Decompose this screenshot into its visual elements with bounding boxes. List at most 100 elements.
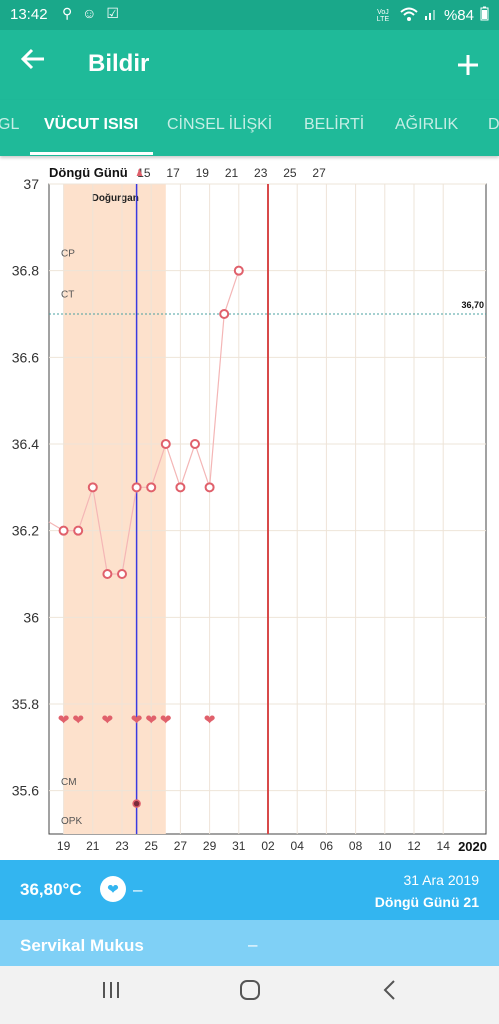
x-tick-label: 19 — [57, 839, 71, 853]
y-tick-label: 36.2 — [12, 523, 39, 539]
x-tick-label: 31 — [232, 839, 246, 853]
x-tick-label: 08 — [349, 839, 363, 853]
cervical-mucus-label: Servikal Mukus — [20, 936, 144, 955]
temperature-point — [87, 482, 98, 493]
x-tick-label: 23 — [115, 839, 129, 853]
x-tick-label: 12 — [407, 839, 421, 853]
cycle-day-tick: 21 — [225, 166, 239, 180]
temperature-line — [48, 270, 240, 575]
y-tick-label: 36 — [23, 609, 39, 625]
temperature-point — [190, 439, 200, 449]
cycle-day-tick: 19 — [196, 166, 210, 180]
row-label: CT — [61, 290, 74, 301]
add-icon[interactable] — [455, 42, 481, 86]
baby-icon: ☺ — [82, 5, 100, 21]
intercourse-heart-icon: ❤ — [131, 712, 143, 728]
back-nav-icon[interactable] — [380, 979, 400, 1008]
wifi-icon — [400, 7, 418, 25]
intercourse-heart-icon: ❤ — [160, 712, 172, 728]
cycle-day-marker-icon — [136, 168, 143, 176]
system-nav-bar — [0, 966, 499, 1024]
y-tick-label: 36.4 — [12, 436, 39, 452]
fertile-label: Doğurgan — [92, 193, 139, 204]
x-tick-label: 29 — [203, 839, 217, 853]
y-tick-label: 36.8 — [12, 263, 39, 279]
back-arrow-icon[interactable] — [20, 46, 46, 79]
home-icon[interactable] — [238, 979, 262, 1008]
notification-icons: ⚲ ☺ ☑ — [62, 5, 122, 22]
recent-apps-icon[interactable] — [100, 979, 122, 1008]
temperature-value: 36,80°C — [20, 880, 82, 899]
x-tick-label: 02 — [261, 839, 275, 853]
battery-icon — [480, 6, 489, 25]
cervical-mucus-row[interactable]: Servikal Mukus – — [0, 920, 499, 966]
volte-label: VoJ LTE — [376, 8, 390, 23]
temperature-point — [204, 482, 215, 493]
temperature-point — [219, 309, 230, 319]
intercourse-value: – — [133, 880, 143, 899]
tab-d[interactable]: D — [488, 116, 499, 133]
temperature-chart[interactable]: Doğurgan 37 36.8 36.6 36.4 36.2 36 35.8 35.6 19 21… — [0, 160, 499, 860]
intercourse-heart-icon: ❤ — [58, 712, 70, 728]
x-tick-label: 04 — [291, 839, 305, 853]
page-title: Bildir — [88, 50, 150, 77]
check-icon: ☑ — [106, 5, 122, 21]
temperature-point — [175, 482, 186, 493]
tab-agirlik[interactable]: AĞIRLIK — [395, 116, 459, 133]
y-tick-label: 37 — [23, 176, 39, 192]
temperature-point — [102, 569, 113, 579]
row-label: CM — [61, 777, 77, 788]
selected-cycle-day: Döngü Günü 21 — [374, 894, 479, 910]
cycle-day-tick: 25 — [283, 166, 297, 180]
cycle-day-tick: 17 — [166, 166, 180, 180]
temperature-point — [117, 569, 127, 579]
intercourse-heart-icon: ❤ — [102, 712, 114, 728]
coverline-label: 36,70 — [461, 300, 484, 310]
app-bar: Bildir — [0, 30, 499, 100]
status-bar: 13:42 ⚲ ☺ ☑ VoJ LTE %84 — [0, 0, 499, 30]
temperature-point — [160, 439, 171, 449]
y-tick-label: 35.6 — [12, 783, 39, 799]
intercourse-heart-icon: ❤ — [145, 712, 157, 728]
cycle-day-tick: 27 — [312, 166, 326, 180]
temperature-point — [58, 525, 69, 536]
tab-cinsel-iliski[interactable]: CİNSEL İLİŞKİ — [167, 116, 273, 133]
tab-indicator — [30, 152, 153, 155]
y-tick-label: 35.8 — [12, 696, 39, 712]
x-tick-label: 27 — [174, 839, 188, 853]
tab-gl[interactable]: GL — [0, 116, 20, 133]
x-tick-label: 25 — [145, 839, 159, 853]
tab-vucut-isisi[interactable]: VÜCUT ISISI — [44, 116, 139, 133]
temperature-point — [73, 525, 84, 536]
intercourse-heart-icon: ❤ — [72, 712, 84, 728]
intercourse-heart-icon: ❤ — [204, 712, 216, 728]
y-tick-label: 36.6 — [12, 349, 39, 365]
year-label: 2020 — [458, 839, 487, 854]
battery-level: %84 — [443, 7, 474, 24]
opk-marker — [132, 799, 141, 808]
walk-icon: ⚲ — [62, 5, 76, 21]
tab-bar: GL VÜCUT ISISI CİNSEL İLİŞKİ BELİRTİ AĞI… — [0, 100, 499, 156]
x-tick-label: 06 — [320, 839, 334, 853]
signal-icon — [424, 7, 438, 25]
chart-svg: Doğurgan 37 36.8 36.6 36.4 36.2 36 35.8 35.6 19 21… — [12, 165, 487, 854]
x-tick-label: 21 — [86, 839, 100, 853]
temperature-point — [146, 482, 157, 493]
fertile-window — [63, 184, 166, 834]
x-tick-label: 14 — [437, 839, 451, 853]
selected-date: 31 Ara 2019 — [403, 872, 479, 888]
cycle-day-tick: 23 — [254, 166, 268, 180]
status-time: 13:42 — [10, 6, 48, 23]
heart-icon: ❤ — [100, 876, 126, 902]
cervical-mucus-value: – — [248, 935, 258, 954]
x-tick-label: 10 — [378, 839, 392, 853]
temperature-point — [131, 482, 142, 493]
cycle-day-header: Döngü Günü — [49, 165, 128, 180]
tab-belirti[interactable]: BELİRTİ — [304, 116, 365, 133]
info-bar: 36,80°C ❤ – 31 Ara 2019 Döngü Günü 21 — [0, 860, 499, 920]
temperature-point — [233, 265, 244, 276]
cycle-day-tick: 15 — [137, 166, 151, 180]
status-right: VoJ LTE %84 — [372, 6, 489, 25]
row-label: OPK — [61, 816, 82, 827]
row-label: CP — [61, 248, 75, 259]
